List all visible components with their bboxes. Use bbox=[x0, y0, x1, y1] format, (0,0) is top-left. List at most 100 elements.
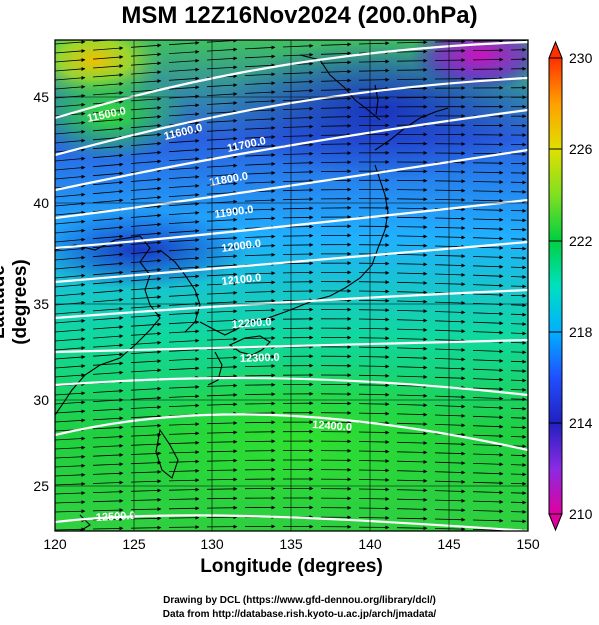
wind-arrow bbox=[55, 120, 86, 126]
wind-arrow bbox=[434, 395, 466, 400]
wind-arrow bbox=[244, 116, 276, 121]
credit-data: Data from http://database.rish.kyoto-u.a… bbox=[162, 609, 437, 620]
wind-arrow bbox=[358, 41, 390, 46]
colorbar-min-arrow bbox=[548, 513, 563, 532]
wind-arrow bbox=[510, 472, 527, 477]
wind-arrow bbox=[244, 99, 276, 104]
wind-arrow bbox=[510, 350, 527, 355]
wind-arrow bbox=[472, 471, 504, 476]
wind-arrow bbox=[130, 61, 162, 66]
wind-arrow bbox=[244, 63, 276, 68]
wind-arrow bbox=[244, 271, 276, 276]
wind-arrow bbox=[282, 151, 314, 156]
wind-arrow bbox=[130, 386, 162, 391]
wind-arrow bbox=[472, 434, 504, 439]
wind-arrow bbox=[130, 488, 162, 493]
wind-arrow bbox=[472, 509, 504, 514]
wind-arrow bbox=[55, 345, 86, 351]
wind-arrow bbox=[55, 463, 86, 468]
wind-arrow bbox=[168, 49, 200, 54]
wind-arrow bbox=[55, 472, 86, 477]
wind-arrow bbox=[472, 368, 504, 373]
wind-arrow bbox=[434, 442, 466, 447]
wind-arrow bbox=[130, 43, 162, 48]
wind-arrow bbox=[434, 235, 466, 240]
wind-arrow bbox=[55, 409, 86, 414]
wind-arrow bbox=[358, 68, 390, 73]
wind-arrow bbox=[168, 256, 200, 261]
wind-arrow bbox=[434, 58, 466, 63]
wind-arrow bbox=[434, 347, 466, 352]
wind-arrow bbox=[358, 449, 390, 454]
wind-arrow bbox=[359, 25, 389, 26]
wind-arrow bbox=[55, 246, 86, 252]
wind-arrow bbox=[92, 90, 124, 96]
wind-arrow bbox=[510, 322, 527, 327]
wind-arrow bbox=[282, 115, 314, 120]
wind-arrow bbox=[55, 201, 86, 207]
wind-arrow bbox=[282, 70, 314, 75]
wind-arrow bbox=[358, 459, 390, 464]
y-tick-label: 25 bbox=[33, 478, 49, 494]
wind-arrow bbox=[55, 255, 86, 261]
wind-arrow bbox=[92, 325, 124, 330]
wind-arrow bbox=[168, 506, 200, 511]
wind-arrow bbox=[130, 177, 162, 182]
wind-arrow bbox=[434, 479, 466, 484]
wind-arrow bbox=[510, 312, 527, 317]
wind-arrow bbox=[55, 57, 86, 63]
wind-arrow bbox=[282, 88, 314, 93]
wind-arrow bbox=[510, 284, 527, 289]
wind-arrow bbox=[244, 289, 276, 294]
y-tick-label: 30 bbox=[33, 392, 49, 408]
wind-arrow bbox=[55, 400, 86, 405]
wind-arrow bbox=[244, 170, 276, 175]
wind-arrow bbox=[130, 159, 162, 164]
wind-arrow bbox=[282, 169, 314, 174]
wind-arrow bbox=[434, 310, 466, 315]
wind-arrow bbox=[434, 216, 466, 221]
wind-arrow bbox=[396, 299, 428, 304]
wind-arrow bbox=[282, 187, 314, 192]
wind-arrow bbox=[55, 509, 86, 514]
x-tick-label: 140 bbox=[358, 536, 382, 552]
wind-arrow bbox=[434, 413, 466, 418]
wind-arrow bbox=[55, 454, 86, 459]
colorbar-max-arrow bbox=[548, 40, 563, 59]
wind-arrow bbox=[472, 452, 504, 457]
wind-arrow bbox=[434, 498, 466, 503]
wind-arrow bbox=[130, 516, 162, 521]
wind-arrow bbox=[397, 33, 427, 34]
wind-arrow bbox=[472, 255, 504, 260]
wind-arrow bbox=[244, 90, 276, 95]
wind-arrow bbox=[244, 429, 276, 434]
wind-arrow bbox=[472, 283, 504, 288]
wind-arrow bbox=[55, 48, 86, 54]
y-tick-label: 35 bbox=[33, 296, 49, 312]
wind-arrow bbox=[168, 147, 200, 153]
colorbar-tick-label: 222 bbox=[569, 233, 593, 249]
wind-arrow bbox=[55, 436, 86, 441]
wind-arrow bbox=[282, 124, 314, 129]
wind-arrow bbox=[359, 34, 389, 35]
wind-arrow bbox=[168, 403, 200, 408]
wind-arrow bbox=[358, 402, 390, 407]
wind-arrow bbox=[282, 261, 314, 266]
wind-arrow bbox=[130, 479, 162, 484]
wind-arrow bbox=[244, 125, 276, 130]
wind-arrow bbox=[245, 30, 275, 32]
colorbar-tick-label: 214 bbox=[569, 415, 593, 431]
wind-arrow bbox=[244, 45, 276, 50]
wind-arrow bbox=[434, 179, 466, 184]
wind-arrow bbox=[130, 442, 162, 447]
wind-arrow bbox=[472, 40, 504, 43]
wind-arrow bbox=[55, 418, 86, 423]
wind-arrow bbox=[168, 156, 200, 161]
wind-arrow bbox=[168, 85, 200, 90]
wind-arrow bbox=[244, 373, 276, 378]
wind-arrow bbox=[244, 410, 276, 415]
wind-arrow bbox=[320, 141, 352, 146]
wind-arrow bbox=[55, 282, 86, 288]
credit-drawing: Drawing by DCL (https://www.gfd-dennou.o… bbox=[163, 595, 436, 606]
wind-arrow bbox=[320, 123, 352, 128]
